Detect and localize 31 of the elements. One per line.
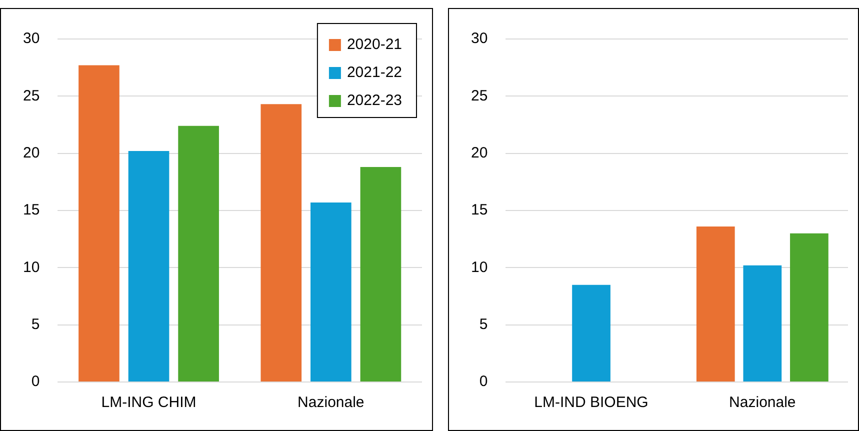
x-tick-label: LM-ING CHIM (101, 394, 196, 412)
bar (743, 265, 782, 382)
y-tick-label: 15 (470, 202, 488, 219)
y-tick-label: 5 (31, 316, 40, 333)
y-tick-label: 30 (470, 30, 488, 48)
bar (260, 104, 302, 382)
legend-label: 2022-23 (346, 92, 402, 110)
y-tick-label: 5 (479, 316, 488, 333)
legend-label: 2021-22 (346, 64, 402, 82)
x-tick-label: Nazionale (729, 394, 796, 412)
bar (310, 202, 352, 382)
y-tick-label: 30 (22, 30, 40, 48)
x-tick-label: LM-IND BIOENG (534, 394, 648, 412)
y-tick-label: 20 (470, 144, 488, 162)
bar (128, 151, 170, 382)
y-tick-label: 20 (22, 144, 40, 162)
x-tick-label: Nazionale (298, 394, 364, 412)
y-tick-label: 15 (22, 202, 40, 219)
y-tick-label: 25 (470, 87, 488, 104)
bar (178, 126, 219, 382)
bar (572, 284, 610, 382)
legend-label: 2020-21 (346, 36, 402, 54)
y-tick-label: 10 (22, 258, 40, 276)
y-tick-label: 10 (470, 258, 488, 276)
bar (360, 167, 402, 382)
bar (790, 233, 828, 382)
y-tick-label: 0 (31, 373, 40, 390)
y-tick-label: 0 (479, 373, 488, 390)
y-tick-label: 25 (22, 87, 40, 104)
bar (78, 65, 120, 382)
bar (696, 226, 735, 382)
